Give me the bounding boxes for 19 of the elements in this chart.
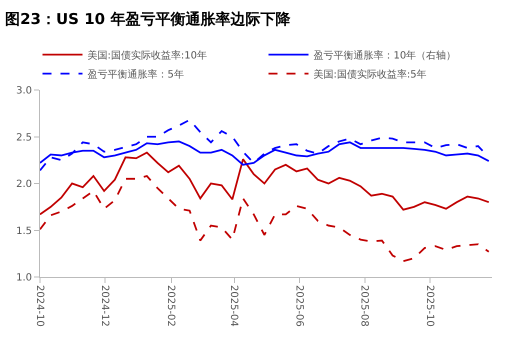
chart-title: 图23：US 10 年盈亏平衡通胀率边际下降 [5, 10, 292, 28]
x-tick-label: 2025-02 [165, 285, 176, 327]
x-tick-label: 2024-12 [98, 285, 110, 327]
legend-label: 盈亏平衡通胀率：5年 [88, 68, 184, 81]
x-tick-label: 2025-08 [358, 285, 370, 327]
y-tick-label: 3.0 [16, 86, 32, 96]
x-tick-label: 2025-04 [228, 285, 240, 327]
x-tick-label: 2024-10 [34, 285, 45, 327]
line-series [40, 175, 490, 262]
legend-label: 美国:国债实际收益率:5年 [314, 68, 427, 81]
y-tick-label: 2.5 [16, 132, 32, 144]
legend-label: 盈亏平衡通胀率：10年（右轴） [314, 50, 456, 62]
line-series [40, 152, 490, 216]
x-tick-label: 2025-10 [424, 285, 435, 327]
y-tick-label: 1.5 [16, 226, 32, 237]
x-tick-label: 2025-06 [293, 285, 304, 327]
legend-label: 美国:国债实际收益率:10年 [88, 50, 207, 62]
y-tick-label: 1.0 [16, 272, 32, 284]
y-tick-label: 2.0 [16, 179, 32, 190]
